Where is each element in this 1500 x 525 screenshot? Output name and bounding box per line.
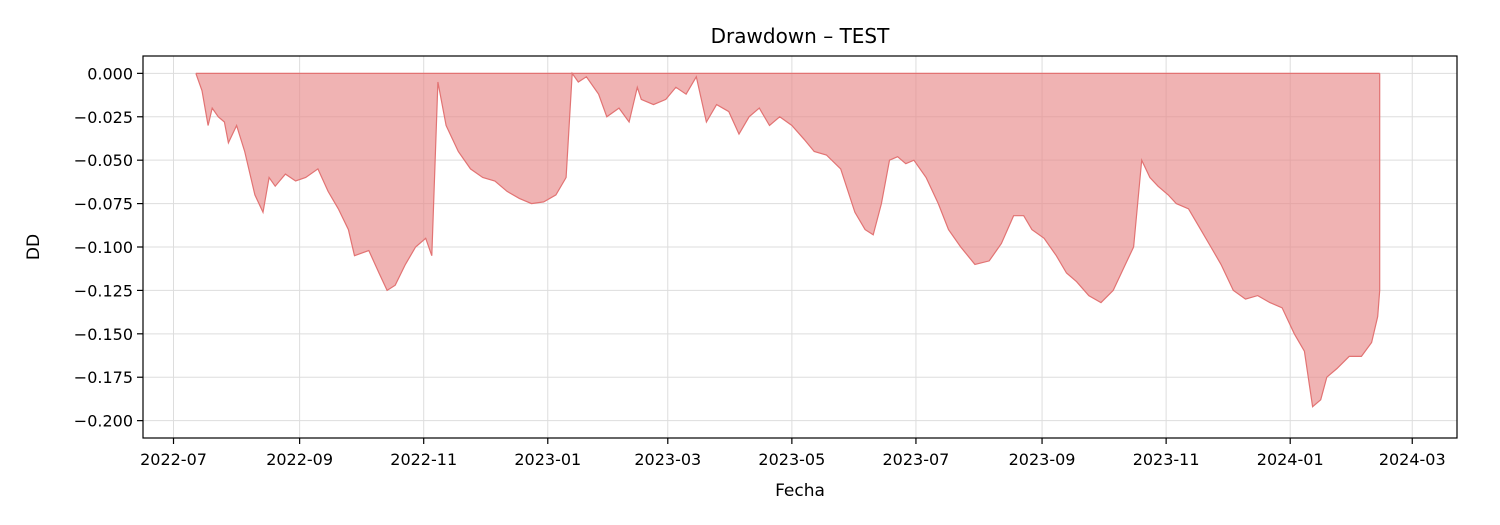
x-tick-label: 2022-11 [390, 450, 457, 469]
x-tick-label: 2023-07 [883, 450, 950, 469]
y-tick-label: −0.125 [74, 281, 133, 300]
drawdown-line [195, 71, 1381, 408]
y-tick-label: −0.200 [74, 412, 133, 431]
y-axis: 0.000 −0.025 −0.050 −0.075 −0.100 −0.125 −0.15… [74, 64, 143, 431]
x-tick-label: 2023-01 [514, 450, 581, 469]
y-tick-label: −0.175 [74, 368, 133, 387]
x-tick-label: 2024-03 [1379, 450, 1446, 469]
y-tick-label: −0.100 [74, 238, 133, 257]
x-tick-label: 2024-01 [1257, 450, 1324, 469]
y-tick-label: −0.150 [74, 325, 133, 344]
x-tick-label: 2023-09 [1009, 450, 1076, 469]
drawdown-area [195, 73, 1380, 407]
x-tick-label: 2023-03 [634, 450, 701, 469]
x-tick-label: 2022-09 [266, 450, 333, 469]
y-tick-label: −0.075 [74, 195, 133, 214]
y-tick-label: −0.050 [74, 151, 133, 170]
y-tick-label: −0.025 [74, 108, 133, 127]
x-tick-label: 2022-07 [140, 450, 207, 469]
x-tick-label: 2023-05 [758, 450, 825, 469]
x-axis: 2022-07 2022-09 2022-11 2023-01 2023-03 2023-… [140, 438, 1446, 469]
x-axis-title: Fecha [775, 481, 825, 501]
y-axis-title: DD [24, 234, 44, 260]
plot-area [195, 71, 1381, 408]
y-tick-label: 0.000 [87, 64, 133, 83]
chart-title: Drawdown – TEST [711, 24, 890, 48]
x-tick-label: 2023-11 [1133, 450, 1200, 469]
